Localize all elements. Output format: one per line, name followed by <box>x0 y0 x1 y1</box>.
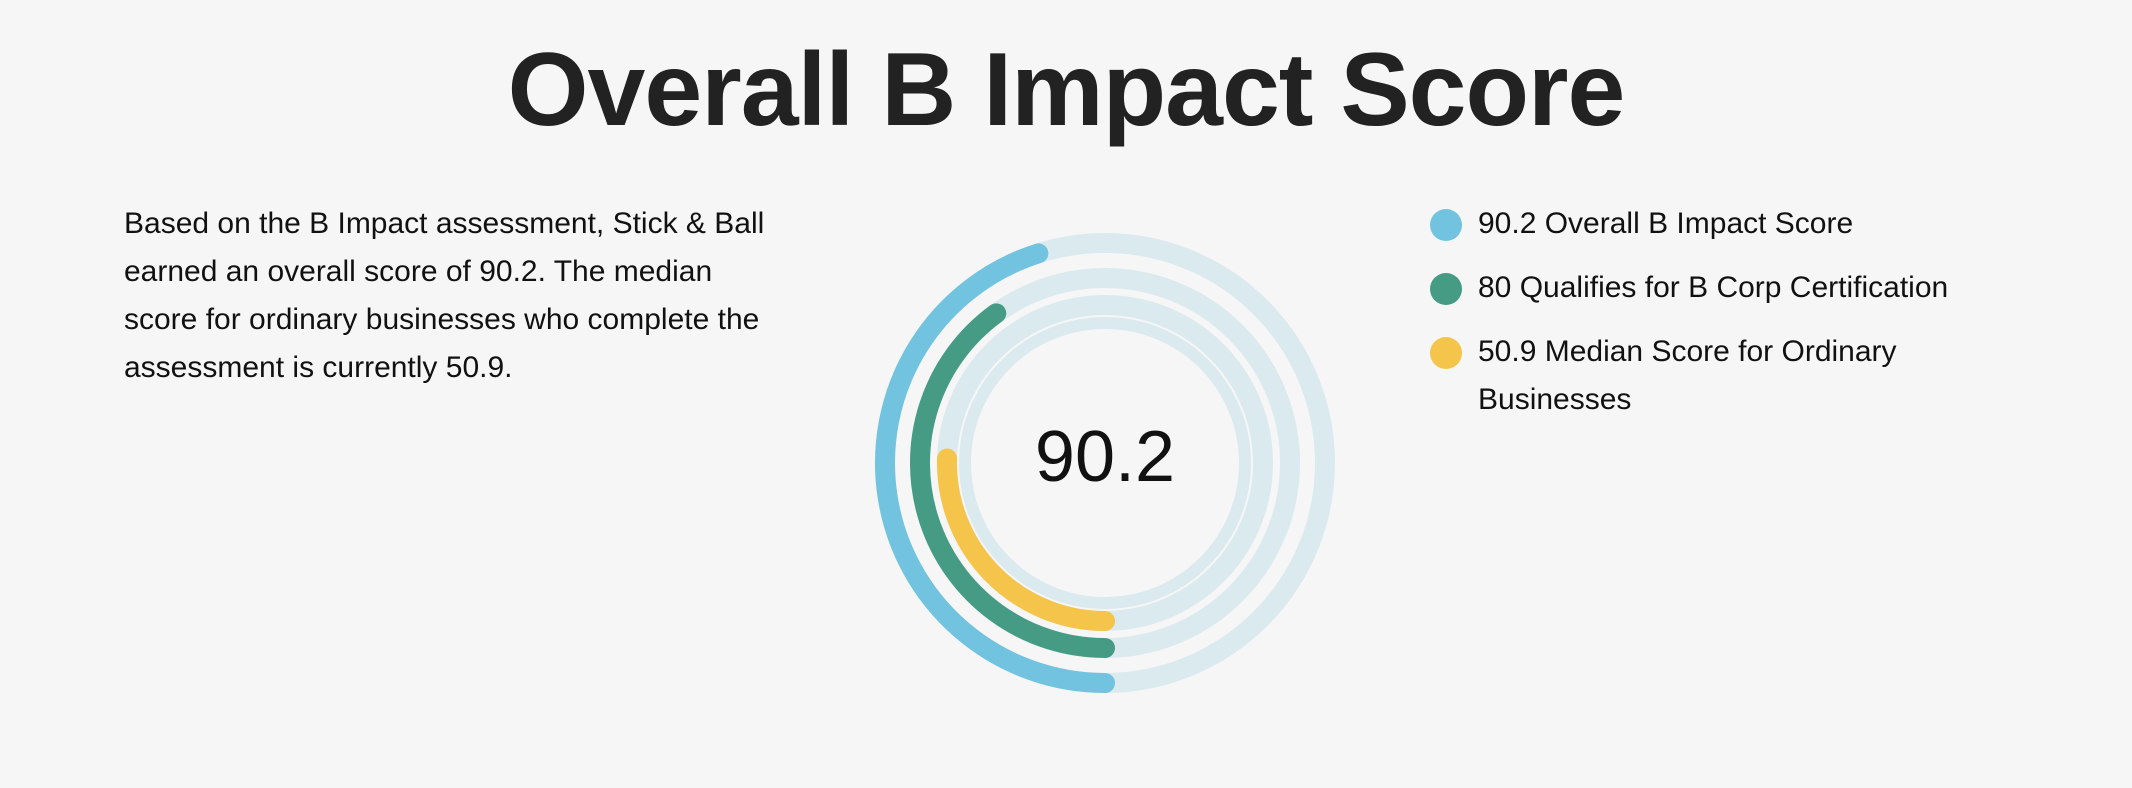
chart-arcs <box>875 243 1115 693</box>
score-description: Based on the B Impact assessment, Stick … <box>124 207 765 384</box>
legend-item-median: 50.9 Median Score for Ordinary Businesse… <box>1430 328 2070 424</box>
legend-dot-qualifies <box>1430 273 1462 305</box>
page-title: Overall B Impact Score <box>507 32 1626 148</box>
radial-score-chart: 90.2 <box>870 228 1340 698</box>
legend-label-median: 50.9 Median Score for Ordinary Businesse… <box>1478 335 1897 416</box>
score-arc-qualifies <box>910 303 1115 658</box>
center-score-label: 90.2 <box>1035 417 1175 497</box>
legend-dot-overall <box>1430 209 1462 241</box>
legend-dot-median <box>1430 337 1462 369</box>
score-arc-overall <box>875 243 1115 693</box>
legend-item-qualifies: 80 Qualifies for B Corp Certification <box>1430 264 2070 312</box>
legend-label-qualifies: 80 Qualifies for B Corp Certification <box>1478 271 1949 304</box>
legend-item-overall: 90.2 Overall B Impact Score <box>1430 200 2070 248</box>
legend-label-overall: 90.2 Overall B Impact Score <box>1478 207 1854 240</box>
score-arc-median <box>937 448 1115 631</box>
radial-chart-svg: 90.2 <box>875 233 1335 693</box>
inner-guide-ring <box>959 317 1251 609</box>
chart-legend: 90.2 Overall B Impact Score 80 Qualifies… <box>1430 200 2070 440</box>
